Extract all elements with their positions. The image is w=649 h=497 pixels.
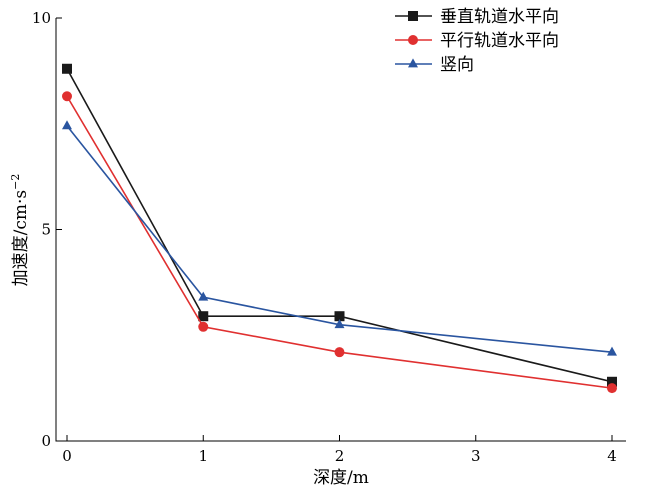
x-tick-label: 4 [607,447,617,465]
y-tick-label: 5 [41,221,51,239]
legend-label: 平行轨道水平向 [440,31,559,51]
legend-marker [408,11,418,21]
data-point [607,346,617,356]
x-tick-label: 0 [62,447,72,465]
data-point [198,291,209,301]
axis-lines [55,18,626,442]
y-axis-title: 加速度/cm·s−2 [9,174,31,287]
y-tick-label: 10 [32,9,51,27]
series-2 [62,91,617,394]
data-point [62,91,72,102]
legend-label: 垂直轨道水平向 [440,7,559,27]
data-point [607,383,617,394]
x-tick-label: 3 [471,447,481,465]
series-1 [62,63,617,387]
legend-item: 垂直轨道水平向 [395,7,559,27]
legend-item: 平行轨道水平向 [395,31,559,51]
y-axis-title-sup: −2 [9,174,22,190]
y-axis-title-main: 加速度/cm·s [11,190,31,287]
legend-marker [408,35,418,45]
series-line [66,68,613,383]
data-point [334,347,345,358]
legend-label: 竖向 [440,55,474,75]
x-axis-title: 深度/m [313,468,369,488]
data-point [62,120,72,130]
legend-marker [408,58,418,68]
axes [55,18,626,442]
series-3 [62,120,617,356]
data-point [334,311,345,322]
x-tick-label: 1 [198,447,208,465]
legend-item: 竖向 [395,55,474,75]
series-layer [62,63,617,394]
data-point [198,321,209,332]
y-tick-label: 0 [41,432,51,450]
data-point [607,376,617,387]
x-tick-label: 2 [335,447,345,465]
data-point [334,319,345,329]
series-line [66,125,613,353]
data-point [198,311,209,322]
data-point [62,63,72,74]
ticks: 0 1 2 3 4 0 5 10 [32,9,617,465]
